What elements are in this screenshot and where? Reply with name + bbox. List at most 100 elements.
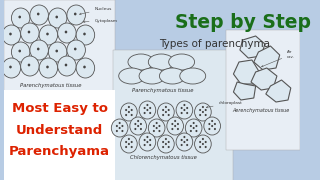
Circle shape [21, 56, 39, 76]
Circle shape [157, 135, 174, 153]
Circle shape [125, 146, 127, 148]
Circle shape [168, 109, 170, 111]
Circle shape [158, 125, 160, 127]
FancyBboxPatch shape [4, 90, 115, 180]
Circle shape [165, 143, 167, 145]
Circle shape [190, 125, 192, 127]
Circle shape [180, 139, 183, 141]
Circle shape [37, 48, 40, 50]
Circle shape [19, 16, 21, 18]
Circle shape [144, 112, 146, 114]
Circle shape [131, 109, 133, 111]
Circle shape [116, 130, 118, 132]
Ellipse shape [119, 68, 145, 84]
Circle shape [119, 122, 121, 124]
Ellipse shape [180, 68, 206, 84]
Circle shape [125, 114, 127, 116]
Circle shape [9, 66, 12, 68]
Circle shape [156, 127, 158, 129]
Circle shape [58, 56, 76, 76]
Circle shape [128, 138, 130, 140]
Circle shape [125, 141, 127, 143]
Circle shape [2, 58, 21, 78]
Text: chloroplast: chloroplast [206, 101, 243, 108]
Text: Aerenchymatous tissue: Aerenchymatous tissue [233, 107, 290, 112]
Circle shape [211, 125, 213, 127]
Circle shape [46, 33, 49, 35]
Circle shape [165, 138, 167, 140]
Circle shape [186, 139, 188, 141]
Ellipse shape [128, 54, 154, 70]
Circle shape [19, 50, 21, 52]
Circle shape [208, 128, 211, 130]
Polygon shape [251, 68, 277, 90]
Circle shape [174, 125, 176, 127]
Circle shape [176, 101, 193, 119]
Circle shape [195, 135, 211, 153]
Circle shape [76, 58, 95, 78]
Circle shape [146, 104, 148, 106]
Circle shape [214, 128, 216, 130]
Circle shape [140, 123, 142, 125]
Text: Step by Step: Step by Step [175, 12, 311, 32]
Circle shape [202, 143, 204, 145]
Circle shape [158, 130, 160, 132]
Circle shape [149, 112, 151, 114]
Circle shape [202, 106, 204, 108]
Circle shape [177, 123, 179, 125]
Circle shape [167, 117, 183, 135]
Circle shape [67, 5, 85, 25]
Circle shape [74, 13, 76, 15]
Circle shape [119, 127, 121, 129]
Circle shape [121, 125, 124, 127]
Circle shape [168, 141, 170, 143]
Circle shape [195, 103, 211, 121]
Circle shape [146, 141, 148, 143]
Circle shape [199, 146, 201, 148]
Circle shape [37, 13, 40, 15]
Polygon shape [233, 82, 256, 100]
Circle shape [177, 128, 179, 130]
Circle shape [28, 64, 30, 66]
Circle shape [134, 128, 136, 130]
Circle shape [196, 125, 197, 127]
Circle shape [128, 143, 130, 145]
Circle shape [2, 25, 21, 45]
Circle shape [180, 144, 183, 146]
Ellipse shape [139, 68, 165, 84]
Ellipse shape [159, 68, 185, 84]
Circle shape [30, 5, 48, 25]
Circle shape [131, 141, 133, 143]
Circle shape [39, 58, 58, 78]
Circle shape [149, 139, 151, 141]
Ellipse shape [169, 54, 195, 70]
Circle shape [172, 123, 173, 125]
Circle shape [28, 31, 30, 33]
FancyBboxPatch shape [4, 0, 115, 92]
Circle shape [202, 111, 204, 113]
Circle shape [55, 16, 58, 18]
Circle shape [205, 146, 207, 148]
Circle shape [76, 25, 95, 45]
Circle shape [12, 8, 30, 28]
Circle shape [65, 31, 67, 33]
Circle shape [144, 144, 146, 146]
Circle shape [211, 120, 213, 122]
Circle shape [174, 120, 176, 122]
Polygon shape [254, 46, 280, 70]
Circle shape [153, 130, 155, 132]
Circle shape [48, 42, 67, 62]
Circle shape [208, 123, 211, 125]
Text: Types of parenchyma: Types of parenchyma [159, 39, 270, 49]
Circle shape [111, 119, 128, 137]
Circle shape [130, 117, 147, 135]
Circle shape [168, 114, 170, 116]
Circle shape [199, 109, 201, 111]
Circle shape [125, 109, 127, 111]
Text: Most Easy to: Most Easy to [12, 102, 108, 114]
Circle shape [48, 8, 67, 28]
Circle shape [146, 136, 148, 138]
Circle shape [131, 114, 133, 116]
Circle shape [196, 130, 197, 132]
Circle shape [199, 114, 201, 116]
